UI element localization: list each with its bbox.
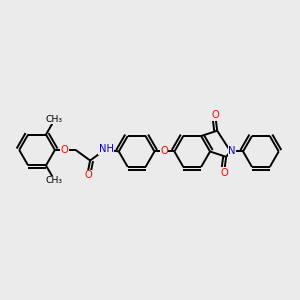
Text: O: O xyxy=(84,170,92,180)
Text: CH₃: CH₃ xyxy=(46,176,63,185)
Text: O: O xyxy=(160,146,168,157)
Text: O: O xyxy=(212,110,220,120)
Text: O: O xyxy=(221,168,229,178)
Text: CH₃: CH₃ xyxy=(46,115,63,124)
Text: N: N xyxy=(228,146,236,157)
Text: NH: NH xyxy=(98,144,113,154)
Text: O: O xyxy=(61,145,68,155)
